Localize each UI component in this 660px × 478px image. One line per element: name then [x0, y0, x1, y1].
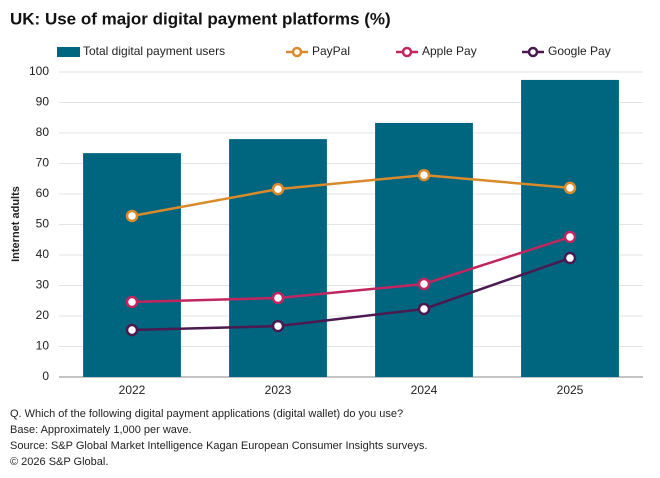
point [417, 302, 431, 316]
y-tick-label: 40 [36, 247, 50, 261]
point [271, 182, 285, 196]
point [271, 291, 285, 305]
footnote: Q. Which of the following digital paymen… [10, 408, 403, 420]
point [563, 251, 577, 265]
point [417, 277, 431, 291]
line [131, 256, 571, 332]
footnote: Source: S&P Global Market Intelligence K… [10, 440, 427, 452]
chart-title: UK: Use of major digital payment platfor… [10, 9, 391, 28]
y-tick-label: 80 [36, 125, 50, 139]
footnote: © 2026 S&P Global. [10, 456, 108, 468]
y-tick-label: 100 [29, 64, 49, 78]
x-tick-label: 2024 [411, 383, 438, 397]
point [563, 230, 577, 244]
y-axis-label: Internet adults [10, 186, 22, 262]
bar [229, 139, 327, 377]
line [131, 173, 571, 218]
bar [83, 153, 181, 377]
point [271, 319, 285, 333]
bar [375, 122, 473, 377]
x-tick-label: 2023 [265, 383, 292, 397]
legend-swatch [401, 46, 413, 58]
point [125, 295, 139, 309]
x-tick-label: 2022 [119, 383, 146, 397]
bar [521, 79, 619, 378]
point [125, 209, 139, 223]
point [417, 168, 431, 182]
legend-swatch [291, 46, 303, 58]
footnote: Base: Approximately 1,000 per wave. [10, 424, 192, 436]
legend-swatch [57, 47, 80, 57]
y-tick-label: 10 [36, 339, 50, 353]
y-tick-label: 30 [36, 278, 50, 292]
y-tick-label: 50 [36, 217, 50, 231]
legend-swatch [527, 46, 539, 58]
point [563, 181, 577, 195]
point [125, 323, 139, 337]
y-tick-label: 0 [42, 369, 49, 383]
y-tick-label: 20 [36, 308, 50, 322]
legend-label: PayPal [312, 44, 350, 58]
legend-label: Total digital payment users [83, 44, 225, 58]
y-tick-label: 70 [36, 156, 50, 170]
x-tick-label: 2025 [557, 383, 584, 397]
line [131, 235, 571, 304]
y-tick-label: 90 [36, 95, 50, 109]
legend-label: Apple Pay [422, 44, 477, 58]
legend-label: Google Pay [548, 44, 611, 58]
y-tick-label: 60 [36, 186, 50, 200]
